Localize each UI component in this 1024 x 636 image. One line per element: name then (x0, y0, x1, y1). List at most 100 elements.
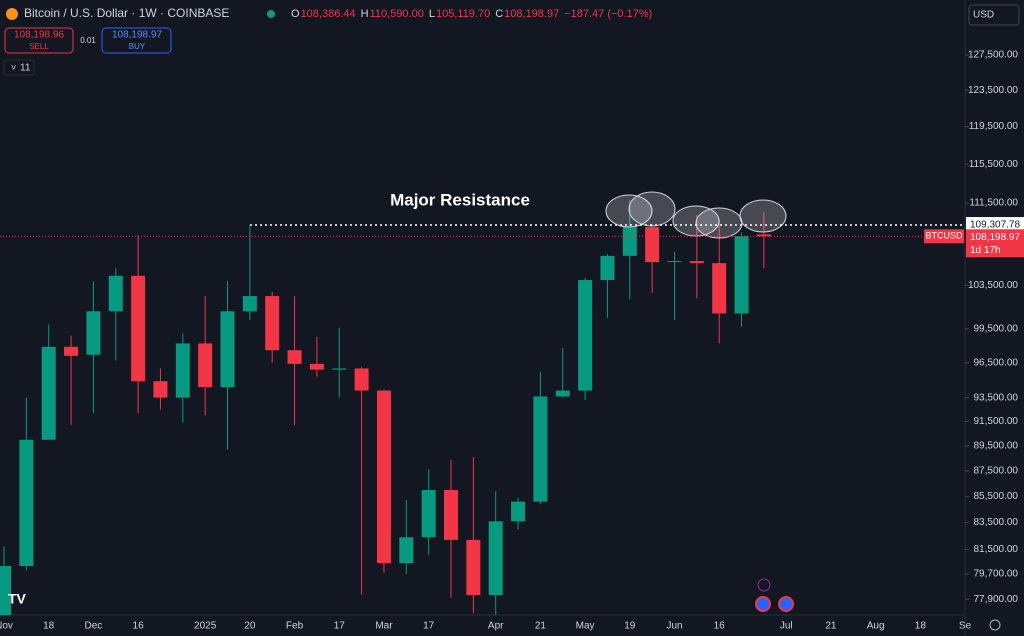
y-tick-label: 85,500.00 (974, 491, 1019, 502)
buy-button[interactable] (101, 27, 172, 54)
ohlc-key: C (495, 8, 503, 20)
x-tick-label: 21 (825, 621, 837, 632)
candle-body (64, 346, 79, 356)
x-tick-label: Dec (85, 621, 103, 632)
x-tick-label: Apr (488, 621, 504, 632)
countdown: 1d 17h (970, 245, 1001, 256)
settings-icon[interactable] (989, 619, 1001, 631)
candle-body (511, 501, 526, 522)
candle-body (466, 539, 481, 596)
y-tick-label: 119,500.00 (969, 121, 1019, 132)
status-dot (267, 10, 275, 18)
y-tick-label: 127,500.00 (968, 50, 1018, 61)
event-icon[interactable] (757, 578, 771, 592)
candle-body (399, 537, 414, 564)
x-tick-label: Se (959, 621, 972, 632)
x-tick-label: Mar (375, 621, 393, 632)
y-tick-label: 93,500.00 (974, 392, 1019, 403)
y-tick-label: 87,500.00 (974, 466, 1019, 477)
candle-body (756, 234, 771, 237)
indicator-toggle[interactable] (3, 59, 35, 76)
y-tick-label: 89,500.00 (974, 441, 1019, 452)
current-price-label: 108,198.97 (970, 232, 1020, 243)
ohlc-value: 108,386.44 (301, 8, 356, 20)
x-tick-label: 21 (535, 621, 547, 632)
x-tick-label: Feb (286, 621, 304, 632)
ohlc-value: 108,198.97 (504, 8, 559, 20)
current-price-tag (966, 229, 1024, 258)
y-tick-label: 83,500.00 (974, 517, 1019, 528)
sell-label: SELL (29, 42, 49, 51)
candle-body (86, 311, 101, 355)
y-tick-label: 103,500.00 (968, 280, 1018, 291)
candle-body (108, 275, 123, 312)
ohlc-key: H (361, 8, 369, 20)
currency-select[interactable] (968, 4, 1020, 26)
event-icon[interactable] (778, 596, 794, 612)
candle-body (488, 521, 503, 596)
x-tick-label: 16 (714, 621, 726, 632)
candle-body (622, 227, 637, 256)
candle-body (175, 343, 190, 398)
y-tick-label: 79,700.00 (974, 569, 1019, 580)
sell-price: 108,198.96 (14, 30, 64, 41)
x-tick-label: May (576, 621, 595, 632)
candle-body (332, 368, 347, 370)
y-tick-label: 115,500.00 (969, 159, 1019, 170)
buy-price: 108,198.97 (112, 30, 162, 41)
x-tick-label: 19 (624, 621, 636, 632)
y-tick-label: 123,500.00 (968, 85, 1018, 96)
event-icon[interactable] (755, 596, 771, 612)
candle-body (555, 390, 570, 397)
x-tick-label: 17 (423, 621, 435, 632)
ohlc-value: 110,590.00 (370, 8, 424, 20)
symbol-label: BTCUSD (925, 231, 963, 241)
coin-icon (6, 8, 18, 20)
candle-body (421, 489, 436, 538)
candle-body (41, 346, 56, 440)
x-tick-label: 18 (915, 621, 927, 632)
resistance-label: 109,307.78 (970, 220, 1020, 231)
candle-body (734, 236, 749, 314)
y-tick-label: 81,500.00 (974, 544, 1019, 555)
candle-body (309, 363, 324, 370)
circle (695, 207, 743, 239)
y-tick-label: 99,500.00 (974, 324, 1019, 335)
candle-body (578, 280, 593, 391)
circle (628, 191, 676, 227)
x-tick-label: Jun (666, 621, 682, 632)
candle-body (19, 439, 34, 567)
ohlc-change: −187.47 (−0.17%) (564, 8, 652, 20)
candle-body (533, 396, 548, 502)
x-tick-label: 2025 (194, 621, 217, 632)
candle-body (220, 311, 235, 388)
y-tick-label: 96,500.00 (974, 357, 1019, 368)
sell-button[interactable] (4, 27, 74, 54)
currency: USD (973, 10, 994, 21)
indicator-count: 11 (20, 63, 31, 74)
symbol-title: Bitcoin / U.S. Dollar · 1W · COINBASE (24, 6, 229, 20)
candle-body (131, 275, 146, 382)
spread: 0.01 (80, 36, 96, 45)
y-tick-label: 91,500.00 (974, 416, 1019, 427)
x-tick-label: Aug (867, 621, 885, 632)
ohlc-value: 105,119.70 (436, 8, 490, 20)
x-tick-label: 18 (43, 621, 55, 632)
candle-body (689, 261, 704, 264)
candle-body (153, 381, 168, 398)
annotation-circles (605, 191, 787, 239)
x-tick-label: 17 (334, 621, 346, 632)
resistance-tag (966, 217, 1024, 233)
y-tick-label: 77,900.00 (974, 594, 1019, 605)
symbol-tag (924, 229, 964, 244)
candle-body (265, 296, 280, 351)
toggle-arrow: ˅ (11, 62, 16, 72)
candle-body (287, 350, 302, 364)
buy-label: BUY (129, 42, 146, 51)
candle-body (712, 263, 727, 314)
x-tick-label: Nov (0, 621, 13, 632)
y-tick-label: 111,500.00 (969, 198, 1018, 209)
candle-body (242, 296, 257, 312)
